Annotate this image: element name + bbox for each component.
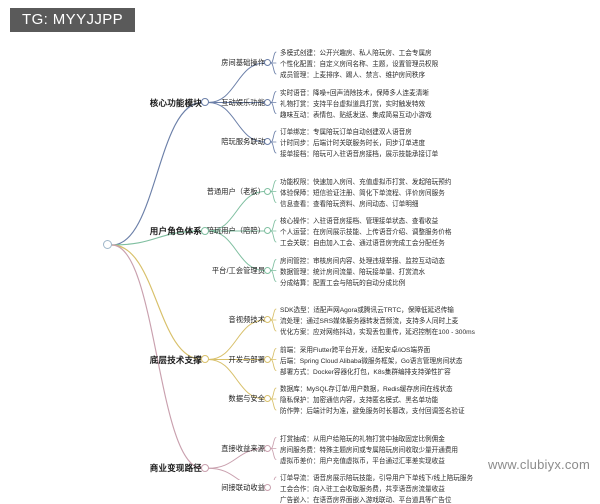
sub-label-3-1: 间接联动收益 (221, 483, 265, 492)
sub-node-1-2[interactable] (264, 266, 272, 274)
branch-label-1: 用户角色体系 (149, 226, 202, 236)
root-node[interactable] (103, 240, 113, 250)
sub-node-2-0[interactable] (264, 316, 272, 324)
sub-node-3-0[interactable] (264, 444, 272, 452)
leaf-label-2-2-2: 防作弊：后端计时为准，避免服务时长篡改，支付回调签名验证 (280, 408, 465, 415)
leaf-label-0-0-0: 多模式创建：公开兴趣房、私人陪玩房、工会专属房 (280, 50, 432, 57)
leaf-label-0-1-1: 礼物打赏：支持平台虚拟道具打赏，实时触发特效 (280, 100, 426, 108)
sub-label-1-0: 普通用户（老板） (206, 186, 265, 196)
leaf-label-0-1-2: 趣味互动：表情包、贴纸发送、集成简易互动小游戏 (280, 111, 432, 119)
branch-label-0: 核心功能模块 (149, 97, 202, 108)
leaf-label-1-1-2: 工会关联：自由加入工会、通过语音房完成工会分配任务 (280, 240, 445, 247)
sub-label-1-2: 平台/工会管理员 (211, 265, 265, 275)
leaf-label-3-1-2: 广告嵌入：在语音房界面嵌入游戏联动、平台道具等广告位 (280, 497, 452, 504)
branch-node-1[interactable] (200, 226, 209, 235)
sub-node-3-1[interactable] (264, 484, 272, 492)
leaf-label-0-0-1: 个性化配置：自定义房间名称、主题，设置管理员权限 (280, 61, 439, 68)
sub-label-1-1: 陪玩用户（陪陪） (206, 226, 265, 235)
sub-label-3-0: 直接收益来源 (221, 443, 265, 453)
leaf-label-1-2-1: 数据管理：统计房间流量、陪玩接单量、打赏流水 (280, 268, 426, 276)
leaf-label-2-0-0: SDK选型：适配声网Agora或腾讯云TRTC，保障低延迟传输 (280, 307, 454, 314)
branch-node-3[interactable] (200, 463, 209, 472)
sub-node-2-2[interactable] (264, 395, 272, 403)
leaf-label-3-1-1: 工会合作：向入驻工会收取服务费，共享语音房流量收益 (280, 486, 445, 493)
sub-label-2-1: 开发与部署 (228, 354, 265, 364)
leaf-label-2-2-1: 隐私保护：加密通信内容，支持匿名模式、黑名单功能 (280, 397, 439, 404)
sub-node-1-0[interactable] (264, 187, 272, 195)
leaf-label-0-2-1: 计时同步：后端计时关联服务时长，同步订单进度 (280, 140, 426, 147)
branch-label-3: 商业变现路径 (149, 463, 202, 474)
sub-node-2-1[interactable] (264, 355, 272, 363)
leaf-label-2-1-1: 后端：Spring Cloud Alibaba微服务框架，Go语言管理房间状态 (280, 357, 463, 365)
sub-label-2-2: 数据与安全 (228, 394, 265, 403)
sub-node-0-1[interactable] (264, 98, 272, 106)
branch-node-2[interactable] (200, 355, 209, 364)
leaf-label-1-0-0: 功能权限：快速加入房间、充值虚拟币打赏、发起陪玩预约 (280, 178, 452, 186)
site-watermark: www.clubiyx.com (488, 457, 590, 472)
branch-node-0[interactable] (200, 98, 209, 107)
sub-label-0-0: 房间基础操作 (221, 58, 265, 67)
leaf-label-2-0-2: 优化方案：应对网络抖动，实现丢包重传，延迟控制在100 - 300ms (280, 329, 475, 336)
leaf-label-1-0-2: 信息查看：查看陪玩资料、房间动态、订单明细 (280, 200, 419, 208)
leaf-label-1-2-2: 分成结算：配置工会与陪玩的自动分成比例 (280, 279, 406, 287)
leaf-label-3-0-0: 打赏抽成：从用户给陪玩的礼物打赏中抽取固定比例佣金 (280, 435, 445, 443)
leaf-label-1-0-1: 体验保障：短信验证注册、简化下单流程、评价房间服务 (280, 189, 445, 197)
tg-tag-watermark: TG: MYYJJPP (10, 8, 136, 32)
leaf-label-3-0-2: 虚拟币差价：用户充值虚拟币，平台通过汇率差实现收益 (280, 457, 445, 465)
leaf-label-2-0-1: 流处理：通过SRS媒体服务器转发音频流，支持多人同时上麦 (280, 318, 459, 325)
leaf-label-0-2-0: 订单绑定：专属陪玩订单自动创建双人语音房 (280, 129, 412, 136)
leaf-label-1-1-1: 个人运营：在房间展示技能、上传语音介绍、调整服务价格 (280, 229, 452, 236)
leaf-label-1-2-0: 房间管控：审核房间内容、处理违规举报、监控互动动态 (280, 257, 445, 265)
leaf-label-2-2-0: 数据库：MySQL存订单/用户数据，Redis缓存房间在线状态 (280, 386, 453, 393)
sub-node-0-0[interactable] (264, 59, 272, 67)
leaf-label-2-1-0: 前端：采用Flutter跨平台开发，适配安卓/iOS端界面 (280, 346, 431, 354)
sub-label-0-2: 陪玩服务联动 (221, 137, 265, 146)
leaf-label-0-1-0: 实时语音：降噪+回声消除技术，保障多人连麦清晰 (280, 89, 429, 97)
branch-label-2: 底层技术支撑 (149, 354, 202, 365)
sub-label-0-1: 互动娱乐功能 (221, 97, 265, 107)
sub-label-2-0: 音视频技术 (228, 315, 265, 324)
leaf-label-3-0-1: 房间服务费：特殊主题房间或专属陪玩房间收取少量开通费用 (280, 446, 459, 454)
sub-node-0-2[interactable] (264, 138, 272, 146)
mindmap-canvas: TG: MYYJJPP www.clubiyx.com 核心功能模块 房间基础操作… (10, 8, 590, 504)
connector-lines (111, 51, 277, 480)
leaf-label-0-2-2: 接单接档：陪玩可入驻语音房接档，展示技能承接订单 (280, 151, 439, 158)
leaf-label-2-1-2: 部署方式：Docker容器化打包，K8s集群编排支持弹性扩容 (280, 368, 451, 376)
leaf-label-3-1-0: 订单导流：语音房展示陪玩技能，引导用户下单线下/线上陪玩服务 (280, 475, 474, 482)
sub-node-1-1[interactable] (264, 227, 272, 235)
leaf-label-1-1-0: 核心操作：入驻语音房接档、管理接单状态、查看收益 (280, 218, 439, 225)
leaf-label-0-0-2: 成员管理：上麦排序、踢人、禁言、维护房间秩序 (280, 72, 426, 79)
